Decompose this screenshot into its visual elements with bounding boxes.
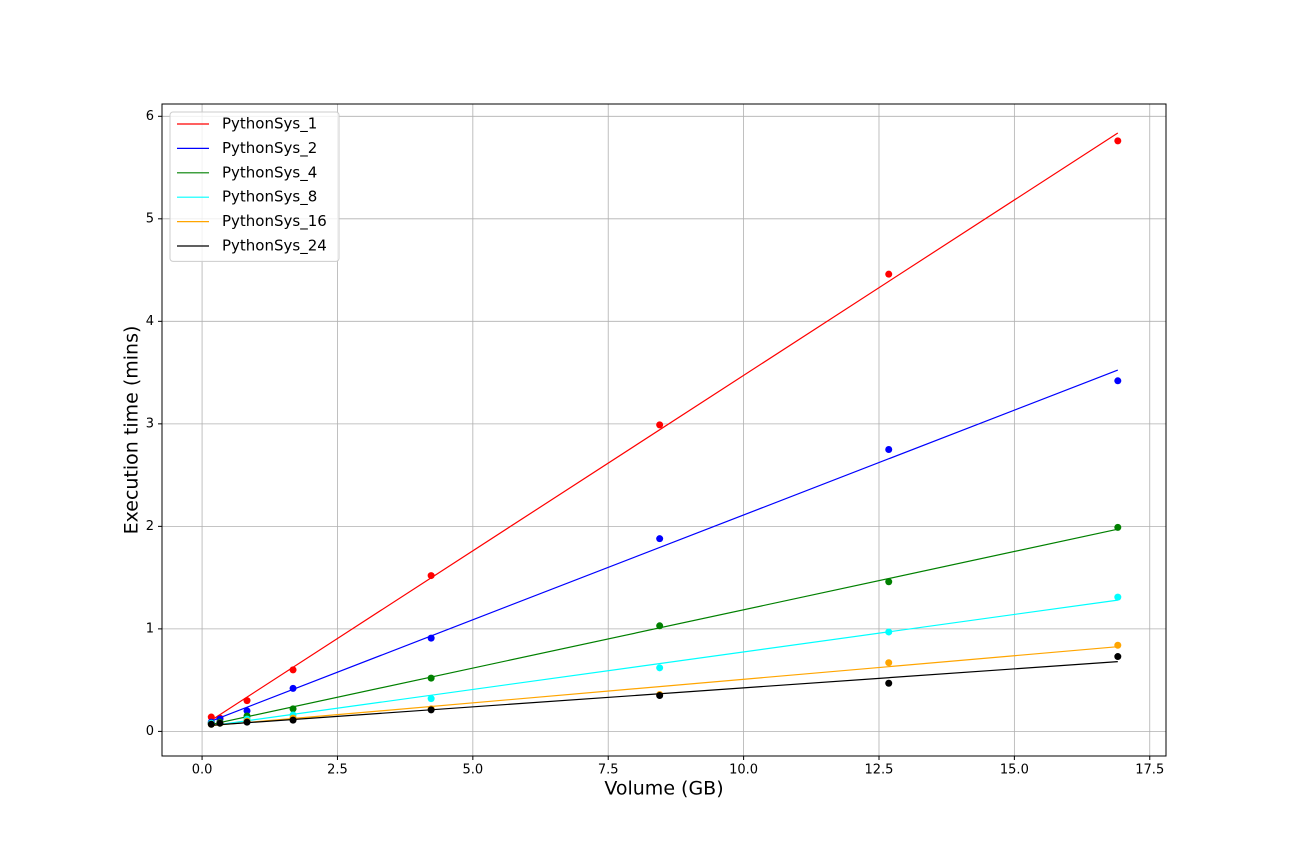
plot-frame xyxy=(161,103,1167,757)
fit-line xyxy=(211,528,1118,726)
point xyxy=(1114,523,1122,531)
y-tick-label: 3 xyxy=(146,416,154,431)
point xyxy=(427,634,435,642)
fit-line xyxy=(210,132,1119,721)
x-tick-label: 12.5 xyxy=(865,763,894,778)
point xyxy=(885,578,893,586)
x-tick-label: 5.0 xyxy=(462,763,483,778)
point xyxy=(656,622,664,630)
point xyxy=(885,270,893,278)
point xyxy=(216,719,224,727)
x-axis-label: Volume (GB) xyxy=(604,778,723,800)
point xyxy=(885,445,893,453)
point xyxy=(427,674,435,682)
point xyxy=(885,628,893,636)
point xyxy=(1114,593,1122,601)
legend-label: PythonSys_8 xyxy=(222,188,317,207)
point xyxy=(656,664,664,672)
fit-line xyxy=(211,599,1118,727)
point xyxy=(243,697,251,705)
legend-label: PythonSys_24 xyxy=(222,237,327,256)
legend-label: PythonSys_1 xyxy=(222,115,317,134)
point xyxy=(885,659,893,667)
x-tick-label: 0.0 xyxy=(192,763,213,778)
point xyxy=(656,692,664,700)
point xyxy=(1114,641,1122,649)
legend-label: PythonSys_16 xyxy=(222,212,327,231)
y-tick-label: 1 xyxy=(146,621,154,636)
point xyxy=(289,666,297,674)
point xyxy=(427,695,435,703)
y-axis-label: Execution time (mins) xyxy=(121,326,143,535)
y-tick-label: 4 xyxy=(146,314,154,329)
legend-box xyxy=(169,111,340,262)
x-tick-label: 2.5 xyxy=(327,763,348,778)
y-tick-label: 6 xyxy=(146,109,154,124)
legend-label: PythonSys_4 xyxy=(222,163,317,182)
point xyxy=(1114,653,1122,661)
x-tick-label: 15.0 xyxy=(1000,763,1029,778)
fit-line xyxy=(211,646,1118,727)
point xyxy=(427,706,435,714)
point xyxy=(289,716,297,724)
point xyxy=(289,705,297,713)
point xyxy=(289,684,297,692)
x-tick-label: 10.0 xyxy=(729,763,758,778)
point xyxy=(1114,137,1122,145)
y-tick-label: 2 xyxy=(146,519,154,534)
legend-label: PythonSys_2 xyxy=(222,139,317,158)
y-tick-label: 5 xyxy=(146,211,154,226)
point xyxy=(656,535,664,543)
point xyxy=(243,707,251,715)
fit-line xyxy=(211,369,1119,722)
x-tick-label: 17.5 xyxy=(1135,763,1164,778)
x-tick-label: 7.5 xyxy=(598,763,619,778)
point xyxy=(207,713,215,721)
point xyxy=(1114,377,1122,385)
point xyxy=(656,421,664,429)
fit-line xyxy=(211,661,1118,726)
point xyxy=(885,679,893,687)
point xyxy=(207,720,215,728)
y-tick-label: 0 xyxy=(146,724,154,739)
point xyxy=(427,572,435,580)
point xyxy=(243,718,251,726)
